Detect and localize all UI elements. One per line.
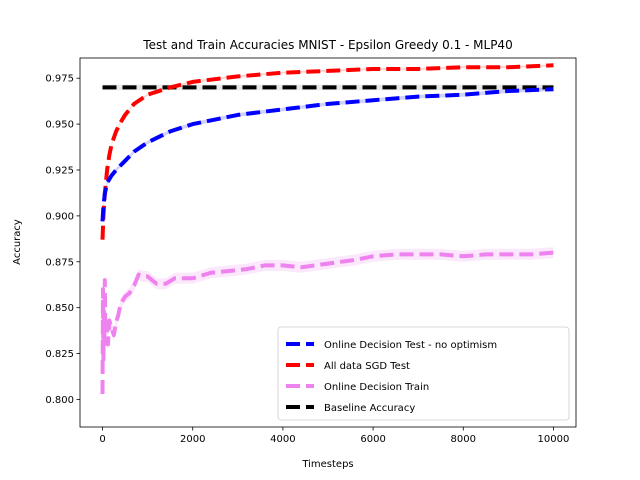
x-tick-label: 8000 [451, 434, 476, 445]
legend-box [277, 326, 570, 421]
y-tick-label: 0.950 [45, 120, 74, 131]
legend: Online Decision Test - no optimism All da… [277, 326, 570, 421]
baseline-accuracy-legend-label: Baseline Accuracy [324, 403, 415, 414]
y-tick-label: 0.825 [45, 349, 74, 360]
x-tick-label: 2000 [180, 434, 205, 445]
y-tick-label: 0.800 [45, 395, 74, 406]
y-tick-label: 0.975 [45, 74, 74, 85]
x-tick-label: 6000 [360, 434, 385, 445]
x-tick-label: 10000 [538, 434, 570, 445]
online-decision-test-no-optimism-line [100, 87, 554, 222]
y-axis: 0.800 0.825 0.850 0.875 0.900 0.925 0.950 0.975 [45, 74, 80, 406]
all-data-sgd-test-legend-label: All data SGD Test [324, 361, 410, 372]
y-tick-label: 0.925 [45, 165, 74, 176]
online-decision-test-no-optimism-legend-label: Online Decision Test - no optimism [324, 340, 497, 351]
x-axis-label: Timesteps [301, 459, 353, 470]
plot-area [100, 63, 554, 400]
x-tick-label: 0 [99, 434, 105, 445]
axes-frame [79, 57, 577, 428]
y-tick-label: 0.900 [45, 211, 74, 222]
x-axis: 0 2000 4000 6000 8000 10000 [99, 427, 569, 445]
online-decision-train-line [100, 250, 554, 395]
x-tick-label: 4000 [270, 434, 295, 445]
y-tick-label: 0.875 [45, 257, 74, 268]
y-tick-label: 0.850 [45, 303, 74, 314]
online-decision-train-legend-label: Online Decision Train [324, 382, 429, 393]
y-axis-label: Accuracy [12, 219, 23, 265]
chart-title: Test and Train Accuracies MNIST - Epsilo… [142, 38, 512, 52]
